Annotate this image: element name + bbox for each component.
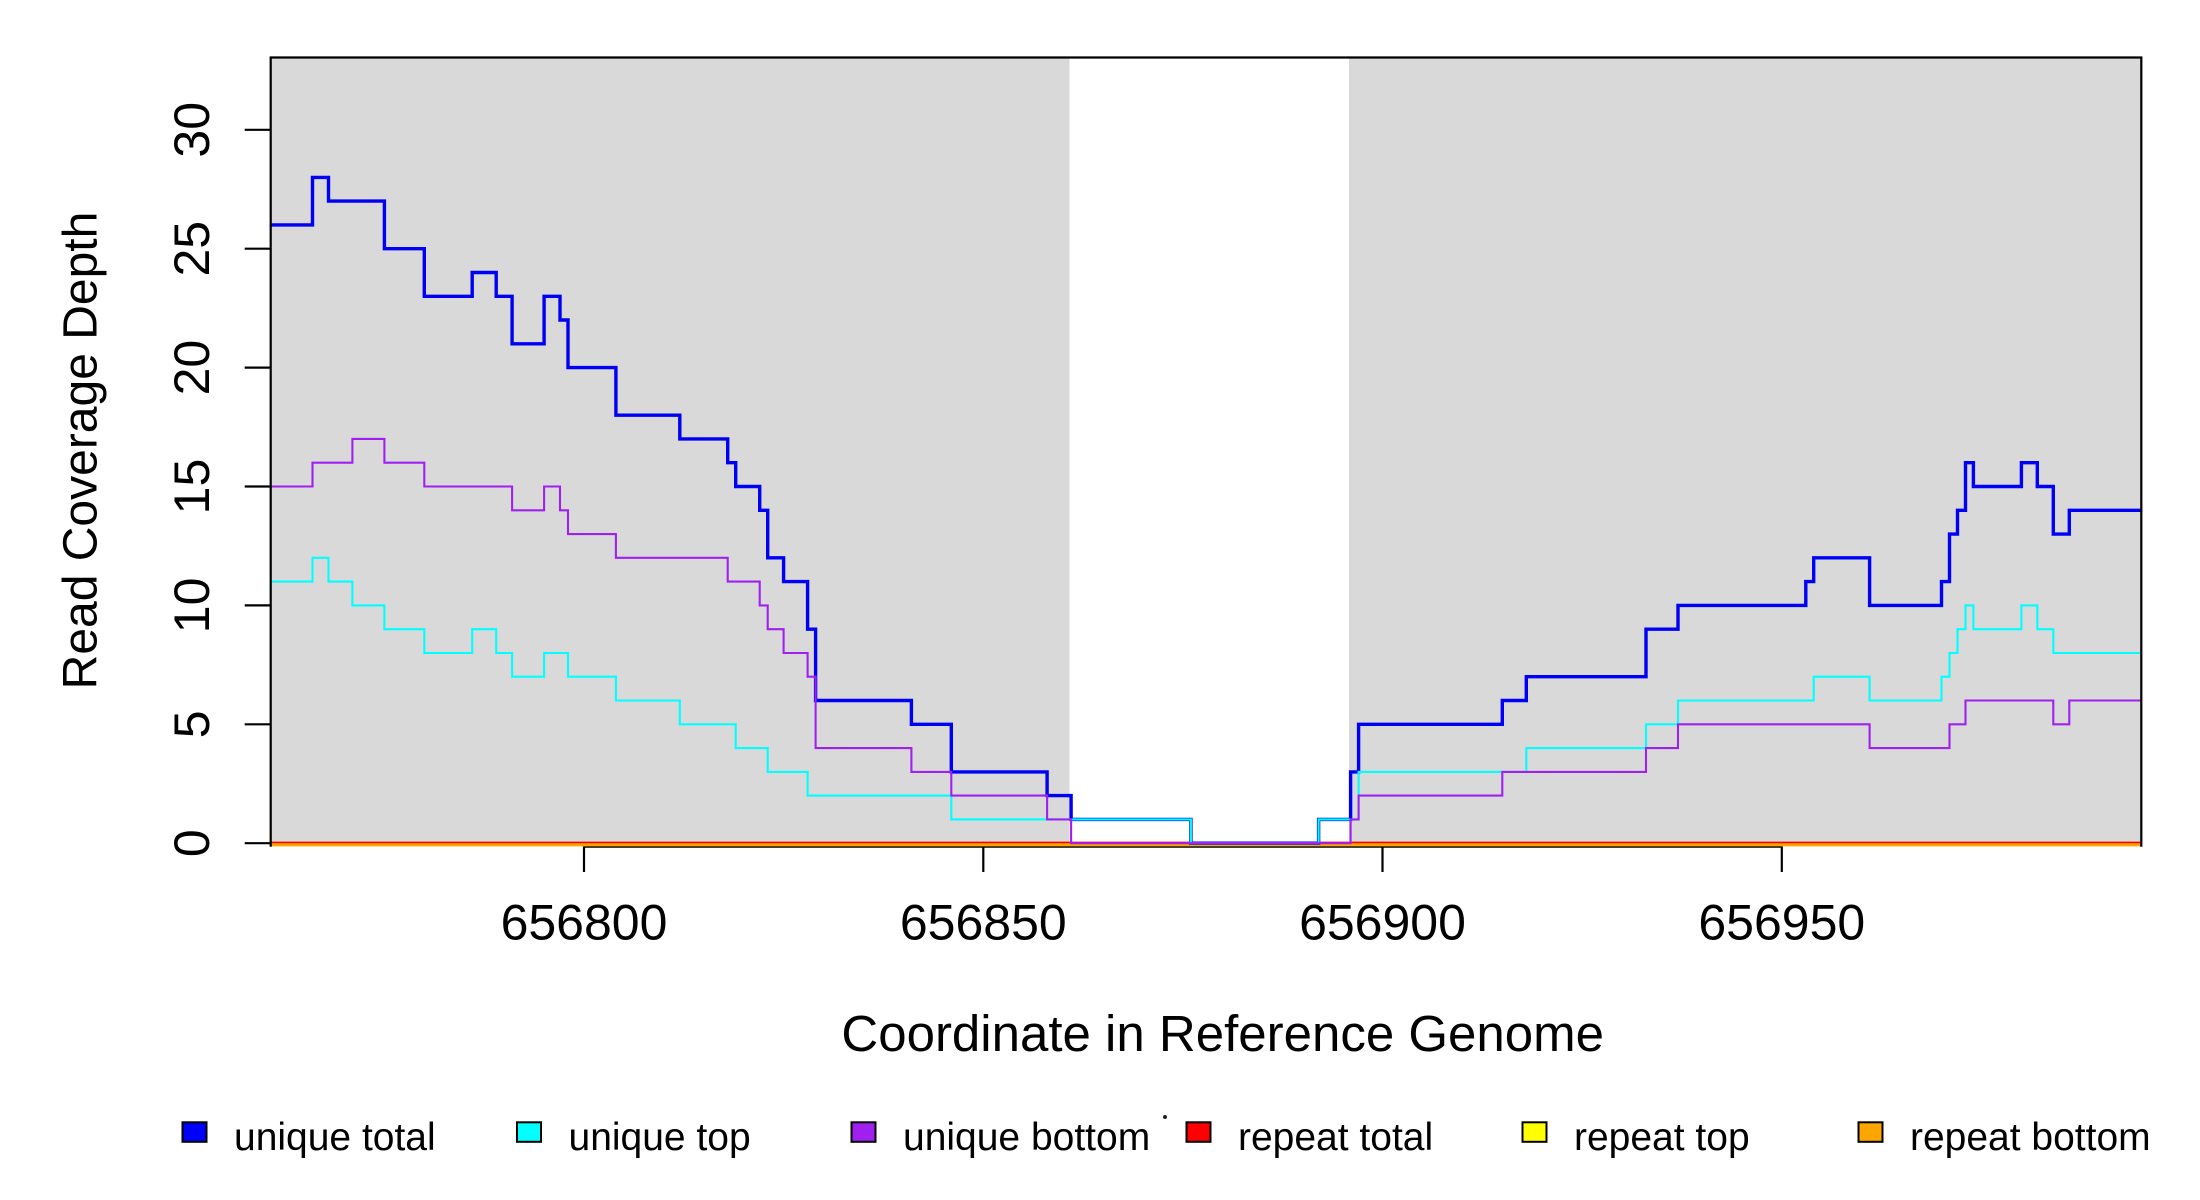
svg-text:Read Coverage Depth: Read Coverage Depth [55,212,108,690]
svg-text:656900: 656900 [1299,895,1466,951]
svg-text:repeat total: repeat total [1238,1116,1433,1159]
svg-text:30: 30 [164,102,220,158]
svg-text:5: 5 [164,710,220,738]
svg-text:0: 0 [164,829,220,857]
svg-text:20: 20 [164,340,220,396]
svg-text:unique total: unique total [234,1116,436,1159]
svg-text:25: 25 [164,221,220,277]
svg-text:656950: 656950 [1698,895,1865,951]
svg-text:repeat bottom: repeat bottom [1910,1116,2151,1159]
svg-text:Coordinate in Reference Genome: Coordinate in Reference Genome [841,1005,1604,1062]
svg-text:656850: 656850 [900,895,1067,951]
svg-text:10: 10 [164,578,220,634]
svg-text:repeat top: repeat top [1574,1116,1750,1159]
svg-text:unique top: unique top [569,1116,751,1159]
svg-text:15: 15 [164,459,220,515]
svg-text:656800: 656800 [501,895,668,951]
svg-text:unique bottom: unique bottom [903,1116,1150,1159]
